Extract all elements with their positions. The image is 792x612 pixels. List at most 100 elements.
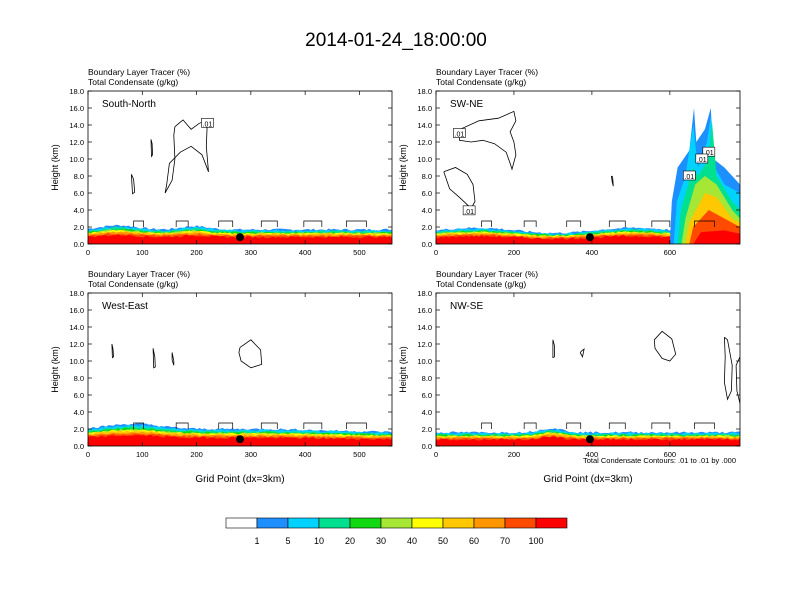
contour-label-box <box>201 118 214 128</box>
condensate-contour <box>723 336 733 401</box>
colorbar-swatch <box>287 517 320 529</box>
condensate-contour <box>171 352 175 366</box>
condensate-contour <box>346 220 367 227</box>
contour-label: .01 <box>203 121 213 128</box>
plot-area: .01.01.01.01.01 <box>436 108 740 244</box>
condensate-contour <box>523 220 537 227</box>
x-tick-label: 400 <box>586 248 599 257</box>
colorbar-swatch <box>504 517 537 529</box>
x-tick-label: 0 <box>434 450 438 459</box>
y-tick-label: 12.0 <box>69 138 84 147</box>
x-tick-label: 200 <box>508 248 521 257</box>
colorbar-label: 5 <box>285 536 290 546</box>
colorbar-label: 30 <box>376 536 386 546</box>
y-tick-label: 2.0 <box>74 425 84 434</box>
panel-nw-se: 0.0 2.0 4.0 6.0 8.0 10.0 12.0 14.0 16.0 18.0 0 200 4… <box>398 269 741 485</box>
panel-south-north: .01 0.0 2.0 4.0 6.0 8.0 10.0 12.0 14.0 16.0 18.0 0 1… <box>50 67 393 257</box>
x-axis-label: Grid Point (dx=3km) <box>543 474 632 485</box>
plot-frame <box>435 292 741 447</box>
panel-name: South-North <box>102 99 156 110</box>
x-tick-label: 100 <box>136 248 149 257</box>
y-tick-label: 6.0 <box>422 189 432 198</box>
panel-header-tracer: Boundary Layer Tracer (%) <box>88 269 190 279</box>
x-tick-label: 0 <box>86 450 90 459</box>
plot-area <box>88 339 392 446</box>
y-tick-label: 10.0 <box>417 357 432 366</box>
colorbar-label: 100 <box>528 536 543 546</box>
colorbar-label: 10 <box>314 536 324 546</box>
y-axis-label: Height (km) <box>50 144 60 191</box>
y-tick-label: 14.0 <box>417 323 432 332</box>
colorbar-label: 70 <box>500 536 510 546</box>
condensate-contour <box>694 422 715 429</box>
condensate-contour <box>653 330 677 362</box>
y-axis-label: Height (km) <box>398 346 408 393</box>
condensate-contour <box>608 422 626 429</box>
y-tick-label: 12.0 <box>417 340 432 349</box>
y-tick-label: 8.0 <box>422 374 432 383</box>
x-tick-label: 0 <box>434 248 438 257</box>
location-marker <box>236 233 244 242</box>
y-tick-label: 2.0 <box>422 425 432 434</box>
x-tick-label: 600 <box>664 248 677 257</box>
x-tick-label: 600 <box>664 450 677 459</box>
y-tick-label: 0.0 <box>74 442 84 451</box>
condensate-contour <box>303 422 323 429</box>
x-tick-label: 200 <box>190 248 203 257</box>
contour-label-box <box>453 128 466 138</box>
colorbar-swatch <box>318 517 351 529</box>
panel-header-tracer: Boundary Layer Tracer (%) <box>436 269 538 279</box>
condensate-contour <box>131 174 136 195</box>
condensate-contour <box>218 422 234 429</box>
plot-frame <box>435 90 741 245</box>
condensate-contour <box>458 110 517 171</box>
condensate-contour <box>260 422 278 429</box>
x-axis-label: Grid Point (dx=3km) <box>195 474 284 485</box>
y-tick-label: 10.0 <box>69 155 84 164</box>
condensate-contour <box>651 422 671 429</box>
condensate-contour <box>481 422 492 429</box>
y-tick-label: 16.0 <box>417 306 432 315</box>
colorbar-swatch <box>473 517 506 529</box>
condensate-contour <box>579 348 585 358</box>
plot-area <box>436 330 740 446</box>
condensate-contour <box>694 220 715 227</box>
y-tick-label: 2.0 <box>422 223 432 232</box>
y-tick-label: 0.0 <box>422 240 432 249</box>
y-tick-label: 10.0 <box>69 357 84 366</box>
condensate-contour <box>133 220 144 227</box>
condensate-contour <box>552 339 555 359</box>
panel-header-condensate: Total Condensate (g/kg) <box>88 77 178 87</box>
x-tick-label: 300 <box>245 248 258 257</box>
x-tick-label: 200 <box>190 450 203 459</box>
x-tick-label: 500 <box>353 450 366 459</box>
condensate-contour <box>346 422 367 429</box>
y-tick-label: 14.0 <box>69 323 84 332</box>
y-tick-label: 16.0 <box>69 104 84 113</box>
condensate-contour <box>651 220 671 227</box>
colorbar-label: 1 <box>254 536 259 546</box>
colorbar-label: 40 <box>407 536 417 546</box>
plume-layer-100 <box>693 230 740 244</box>
y-tick-label: 12.0 <box>69 340 84 349</box>
panel-name: NW-SE <box>450 301 483 312</box>
condensate-contour <box>566 220 582 227</box>
x-tick-label: 500 <box>353 248 366 257</box>
x-tick-label: 200 <box>508 450 521 459</box>
contour-label: .01 <box>704 150 714 157</box>
colorbar-swatch <box>349 517 382 529</box>
y-tick-label: 12.0 <box>417 138 432 147</box>
x-tick-label: 400 <box>299 450 312 459</box>
colorbar-label: 50 <box>438 536 448 546</box>
y-tick-label: 16.0 <box>417 104 432 113</box>
colorbar-label: 20 <box>345 536 355 546</box>
y-tick-label: 18.0 <box>417 87 432 96</box>
condensate-contour <box>152 348 156 369</box>
contour-label: .01 <box>684 174 694 181</box>
contour-label-box <box>462 205 476 216</box>
colorbar-label: 60 <box>469 536 479 546</box>
y-tick-label: 18.0 <box>417 289 432 298</box>
condensate-contour <box>608 220 626 227</box>
condensate-contour <box>611 175 614 187</box>
